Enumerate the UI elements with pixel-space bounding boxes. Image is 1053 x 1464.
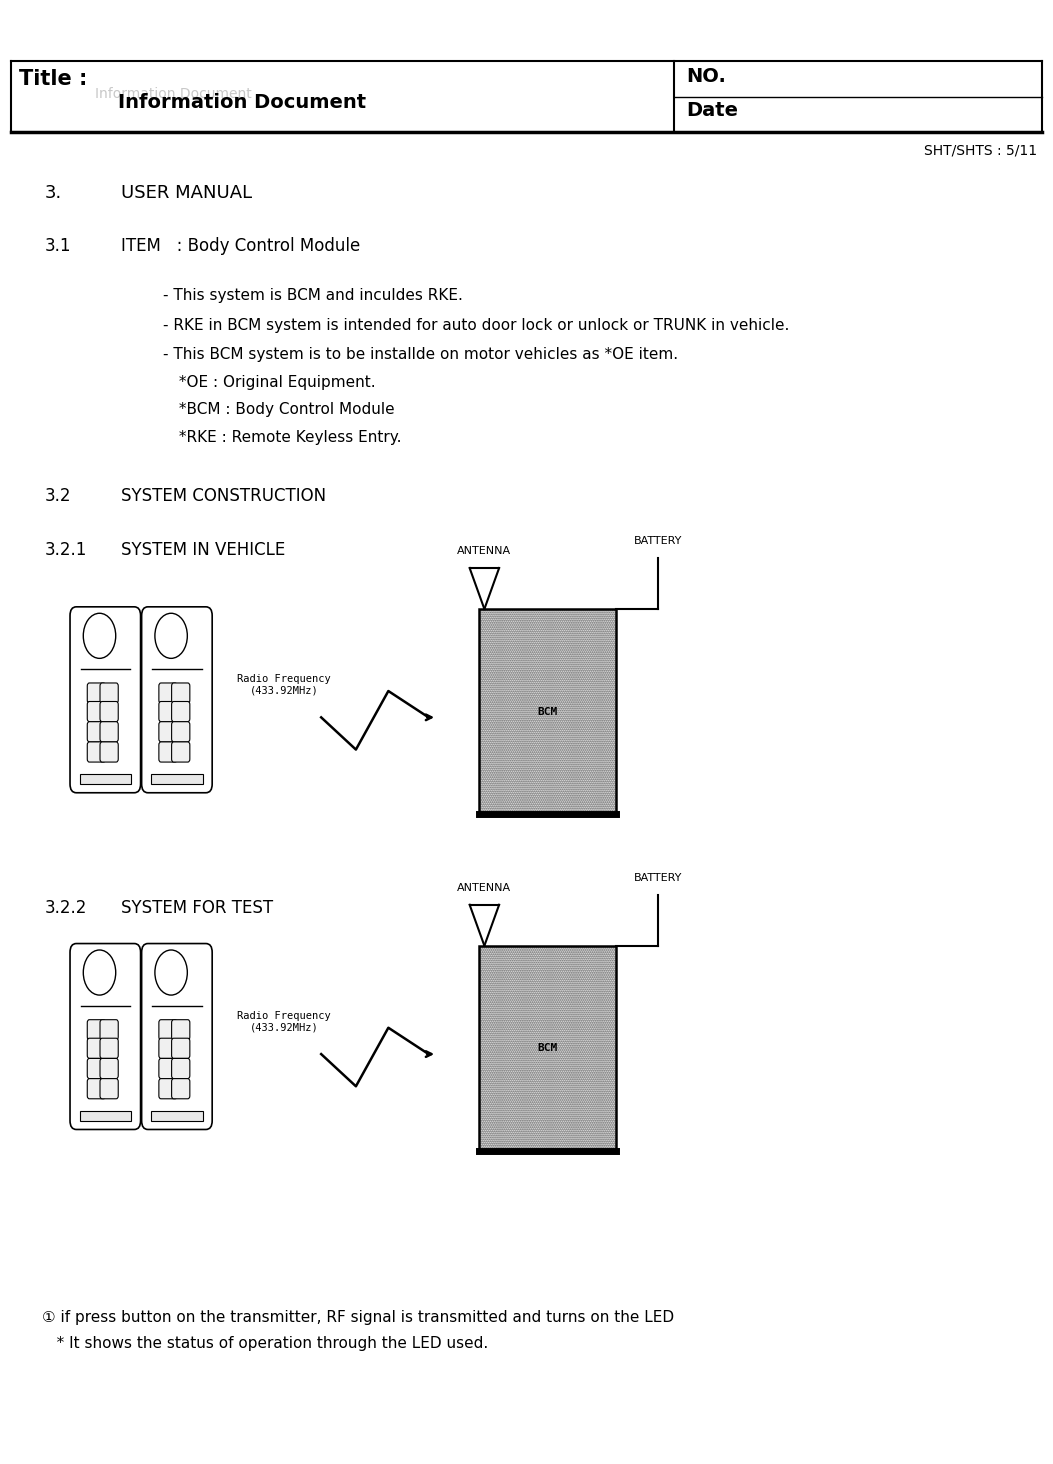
FancyBboxPatch shape [100, 1020, 118, 1039]
Bar [80, 774, 132, 785]
FancyBboxPatch shape [100, 1058, 118, 1079]
FancyBboxPatch shape [87, 1020, 105, 1039]
Text: BCM: BCM [537, 1044, 558, 1053]
FancyBboxPatch shape [159, 742, 177, 763]
FancyBboxPatch shape [69, 606, 141, 793]
Circle shape [155, 613, 187, 659]
Text: - RKE in BCM system is intended for auto door lock or unlock or TRUNK in vehicle: - RKE in BCM system is intended for auto… [163, 318, 790, 332]
Text: 3.2.2: 3.2.2 [44, 899, 86, 916]
Text: *OE : Original Equipment.: *OE : Original Equipment. [174, 375, 375, 389]
Text: USER MANUAL: USER MANUAL [121, 184, 253, 202]
Bar [152, 774, 202, 785]
Text: *BCM : Body Control Module: *BCM : Body Control Module [174, 403, 395, 417]
FancyBboxPatch shape [141, 606, 213, 793]
FancyBboxPatch shape [172, 701, 190, 722]
FancyBboxPatch shape [159, 1020, 177, 1039]
Text: 3.: 3. [44, 184, 61, 202]
Text: * It shows the status of operation through the LED used.: * It shows the status of operation throu… [42, 1337, 489, 1351]
FancyBboxPatch shape [87, 742, 105, 763]
Text: BATTERY: BATTERY [634, 873, 682, 883]
FancyBboxPatch shape [87, 701, 105, 722]
Text: NO.: NO. [687, 67, 727, 86]
Text: Title :: Title : [19, 69, 87, 89]
FancyBboxPatch shape [159, 1058, 177, 1079]
FancyBboxPatch shape [172, 722, 190, 742]
Text: ANTENNA: ANTENNA [457, 883, 512, 893]
Text: 3.1: 3.1 [44, 237, 71, 255]
Text: BATTERY: BATTERY [634, 536, 682, 546]
FancyBboxPatch shape [172, 1079, 190, 1099]
Text: ITEM   : Body Control Module: ITEM : Body Control Module [121, 237, 360, 255]
FancyBboxPatch shape [172, 1038, 190, 1058]
FancyBboxPatch shape [172, 684, 190, 703]
Bar [479, 609, 616, 814]
FancyBboxPatch shape [87, 684, 105, 703]
FancyBboxPatch shape [100, 1079, 118, 1099]
Text: ① if press button on the transmitter, RF signal is transmitted and turns on the : ① if press button on the transmitter, RF… [42, 1310, 674, 1325]
FancyBboxPatch shape [87, 1058, 105, 1079]
FancyBboxPatch shape [87, 1038, 105, 1058]
FancyBboxPatch shape [159, 1079, 177, 1099]
Text: SHT/SHTS : 5/11: SHT/SHTS : 5/11 [925, 143, 1037, 158]
Text: Radio Frequency
(433.92MHz): Radio Frequency (433.92MHz) [237, 675, 332, 695]
FancyBboxPatch shape [69, 944, 141, 1130]
Bar [479, 946, 616, 1151]
FancyBboxPatch shape [159, 1038, 177, 1058]
Text: BCM: BCM [537, 707, 558, 716]
Bar [152, 1111, 202, 1121]
FancyBboxPatch shape [159, 701, 177, 722]
Circle shape [155, 950, 187, 996]
Text: Date: Date [687, 101, 738, 120]
FancyBboxPatch shape [100, 1038, 118, 1058]
Text: SYSTEM FOR TEST: SYSTEM FOR TEST [121, 899, 273, 916]
Text: - This BCM system is to be installde on motor vehicles as *OE item.: - This BCM system is to be installde on … [163, 347, 678, 362]
Text: 3.2.1: 3.2.1 [44, 542, 86, 559]
FancyBboxPatch shape [172, 1058, 190, 1079]
Text: Information Document: Information Document [95, 86, 252, 101]
Bar [479, 946, 616, 1151]
Text: *RKE : Remote Keyless Entry.: *RKE : Remote Keyless Entry. [174, 430, 401, 445]
Text: - This system is BCM and inculdes RKE.: - This system is BCM and inculdes RKE. [163, 288, 463, 303]
Text: Radio Frequency
(433.92MHz): Radio Frequency (433.92MHz) [237, 1012, 332, 1032]
Circle shape [83, 950, 116, 996]
Text: SYSTEM IN VEHICLE: SYSTEM IN VEHICLE [121, 542, 285, 559]
FancyBboxPatch shape [159, 722, 177, 742]
FancyBboxPatch shape [159, 684, 177, 703]
FancyBboxPatch shape [172, 742, 190, 763]
FancyBboxPatch shape [100, 684, 118, 703]
Text: 3.2: 3.2 [44, 488, 71, 505]
Bar [80, 1111, 132, 1121]
FancyBboxPatch shape [172, 1020, 190, 1039]
Text: SYSTEM CONSTRUCTION: SYSTEM CONSTRUCTION [121, 488, 326, 505]
FancyBboxPatch shape [100, 701, 118, 722]
FancyBboxPatch shape [141, 944, 213, 1130]
Circle shape [83, 613, 116, 659]
Bar [479, 609, 616, 814]
FancyBboxPatch shape [100, 742, 118, 763]
FancyBboxPatch shape [87, 1079, 105, 1099]
FancyBboxPatch shape [87, 722, 105, 742]
Text: Information Document: Information Document [118, 94, 366, 111]
FancyBboxPatch shape [100, 722, 118, 742]
Text: ANTENNA: ANTENNA [457, 546, 512, 556]
